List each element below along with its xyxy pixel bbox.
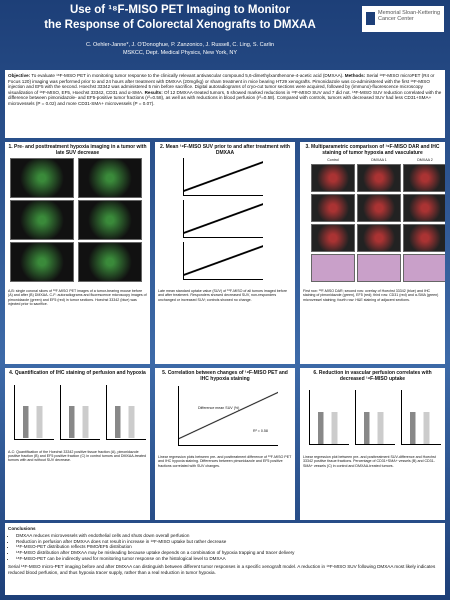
- panel: 6. Reduction in vascular perfusion corre…: [300, 368, 445, 520]
- image: [311, 194, 355, 223]
- image: [311, 254, 355, 283]
- image: [78, 158, 142, 199]
- title: Use of ¹⁸F-MISO PET Imaging to Monitor: [69, 4, 291, 16]
- panel: 4. Quantification of IHC staining of per…: [5, 368, 150, 520]
- caption: A,B: single coronal slices of ¹⁸F-MISO P…: [8, 289, 147, 307]
- text: To evaluate ¹⁸F-MISO PET in monitoring t…: [31, 73, 344, 78]
- caption: Linear regression plot between pre- and …: [303, 455, 436, 468]
- panel: 2. Mean ¹⁸F-MISO SUV prior to and after …: [155, 142, 295, 364]
- plot: [183, 200, 263, 239]
- image: [357, 224, 401, 253]
- figure: [8, 158, 147, 286]
- panel: 1. Pre- and posttreatment hypoxia imagin…: [5, 142, 150, 364]
- r-squared: R² = 0.58: [253, 429, 268, 434]
- conclusions-title: Conclusions: [8, 526, 36, 531]
- image: [311, 164, 355, 193]
- bullets: DMXAA reduces microvessels with endothel…: [16, 533, 442, 562]
- panel-title: 2. Mean ¹⁸F-MISO SUV prior to and after …: [160, 144, 290, 156]
- logo: Memorial Sloan-Kettering Cancer Center: [362, 6, 444, 32]
- image: [403, 164, 445, 193]
- axis-label: Difference mean SUV (%): [198, 406, 240, 411]
- image: [311, 224, 355, 253]
- bar-plot: [14, 384, 54, 440]
- figure: [8, 379, 147, 447]
- image: [10, 242, 74, 283]
- panel: 3. Multiparametric comparison of ¹⁸F-MIS…: [300, 142, 445, 364]
- logo-text: Cancer Center: [378, 16, 414, 22]
- column-label: DMXAA 2: [417, 158, 433, 163]
- bullet: DMXAA reduces microvessels with endothel…: [16, 533, 442, 539]
- caption: First row: ¹⁸F-MISO DAR; second row: ove…: [303, 289, 439, 302]
- bar-plot: [60, 384, 100, 440]
- column-label: Control: [327, 158, 339, 163]
- conclusions: Conclusions DMXAA reduces microvessels w…: [5, 523, 445, 595]
- text: Of 12 DMXAA-treated tumors, 5 showed mar…: [8, 89, 442, 106]
- bar-plot: [355, 390, 395, 446]
- figure: Difference mean SUV (%) R² = 0.58: [158, 384, 292, 452]
- title: the Response of Colorectal Xenografts to…: [44, 19, 316, 31]
- label: Methods:: [344, 73, 366, 78]
- column-label: DMXAA 1: [371, 158, 387, 163]
- image: [357, 254, 401, 283]
- bar-plot: [106, 384, 146, 440]
- label: Results:: [144, 89, 163, 95]
- bullet: Reduction in perfusion after DMXAA does …: [16, 539, 442, 545]
- image: [10, 158, 74, 199]
- image: [78, 242, 142, 283]
- caption: Late mean standard uptake value (SUV) of…: [158, 289, 287, 302]
- image: [357, 194, 401, 223]
- panel-title: 4. Quantification of IHC staining of per…: [9, 370, 146, 376]
- panel-title: 5. Correlation between changes of ¹⁸F-MI…: [162, 370, 288, 382]
- plot: [183, 158, 263, 197]
- affiliation: MSKCC, Dept. Medical Physics, New York, …: [122, 50, 237, 56]
- caption: A-C: Quantification of the Hoechst 33342…: [8, 449, 147, 463]
- plot: [183, 242, 263, 281]
- authors: C. Oehler-Janne*, J. O'Donoghue, P. Zanz…: [85, 42, 275, 48]
- logo-text: Memorial Sloan-Kettering: [378, 10, 441, 16]
- label: Objective:: [8, 73, 31, 78]
- figure: Control DMXAA 1 DMXAA 2: [303, 158, 445, 286]
- figure: [303, 384, 442, 452]
- image: [78, 200, 142, 241]
- panel-title: 3. Multiparametric comparison of ¹⁸F-MIS…: [305, 144, 440, 156]
- bar-plot: [309, 390, 349, 446]
- image: [357, 164, 401, 193]
- figure: [158, 158, 292, 286]
- panel: 5. Correlation between changes of ¹⁸F-MI…: [155, 368, 295, 520]
- objective: Objective: To evaluate ¹⁸F-MISO PET in m…: [5, 70, 445, 138]
- panel-title: 1. Pre- and posttreatment hypoxia imagin…: [8, 144, 147, 156]
- bullet: ¹⁸F-MISO-PET can be indirectly used for …: [16, 556, 442, 562]
- image: [403, 194, 445, 223]
- caption: Linear regression plots between pre- and…: [158, 455, 292, 468]
- text: Serial ¹⁸F-MISO microPET (R4 or Focus 12…: [8, 73, 435, 95]
- bullet: ¹⁸F-MISO-PET distribution reflects PIMO/…: [16, 544, 442, 550]
- summary: Serial ¹⁸F-MISO micro-PET imaging before…: [8, 563, 436, 575]
- panel-title: 6. Reduction in vascular perfusion corre…: [313, 370, 432, 382]
- bar-plot: [401, 390, 441, 446]
- image: [403, 254, 445, 283]
- bullet: ¹⁸F-MISO distribution after DMXAA may be…: [16, 550, 442, 556]
- plot: [178, 386, 278, 447]
- image: [10, 200, 74, 241]
- image: [403, 224, 445, 253]
